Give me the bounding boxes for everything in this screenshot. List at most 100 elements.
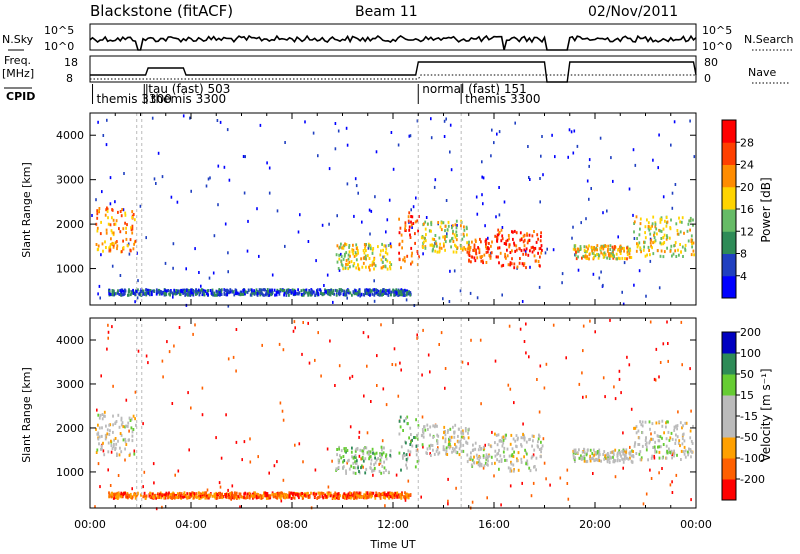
echo-cell <box>416 434 418 437</box>
echo-cell <box>665 224 668 228</box>
scatter-point <box>440 331 443 335</box>
scatter-point <box>650 432 652 436</box>
echo-cell <box>603 450 606 454</box>
echo-cell <box>414 220 417 224</box>
echo-cell <box>653 431 656 435</box>
echo-cell <box>400 233 403 237</box>
echo-cell <box>410 220 412 224</box>
scatter-point <box>449 269 451 273</box>
echo-cell <box>343 459 346 463</box>
echo-cell <box>279 288 282 292</box>
echo-cell <box>680 458 682 461</box>
scatter-point <box>525 351 527 355</box>
scatter-point <box>294 443 296 447</box>
echo-cell <box>463 436 466 440</box>
scatter-point <box>349 376 351 380</box>
scatter-point <box>326 447 329 451</box>
scatter-point <box>321 223 324 227</box>
echo-cell <box>489 256 492 260</box>
scatter-point <box>649 259 652 263</box>
echo-cell <box>409 233 411 237</box>
echo-cell <box>308 289 311 292</box>
echo-cell <box>317 491 320 495</box>
echo-cell <box>244 290 247 294</box>
scatter-point <box>655 347 658 351</box>
echo-cell <box>178 292 181 296</box>
echo-cell <box>128 453 131 457</box>
scatter-point <box>107 468 109 472</box>
scatter-point <box>168 350 171 354</box>
echo-cell <box>383 446 385 450</box>
echo-cell <box>386 494 389 498</box>
echo-cell <box>676 435 679 439</box>
echo-cell <box>366 491 369 495</box>
colorbar-swatch <box>722 231 736 254</box>
echo-cell <box>396 495 398 499</box>
echo-cell <box>343 447 346 451</box>
scatter-point <box>523 340 526 343</box>
echo-cell <box>120 433 123 437</box>
echo-cell <box>647 458 649 462</box>
echo-cell <box>635 249 638 253</box>
echo-cell <box>391 491 393 495</box>
echo-cell <box>376 289 378 292</box>
scatter-point <box>241 458 243 462</box>
echo-cell <box>238 492 241 496</box>
echo-cell <box>592 457 595 461</box>
scatter-point <box>538 410 541 414</box>
scatter-point <box>513 401 515 405</box>
echo-cell <box>447 224 450 228</box>
scatter-point <box>567 155 569 159</box>
echo-cell <box>112 218 115 222</box>
echo-cell <box>522 436 525 440</box>
echo-cell <box>452 425 454 429</box>
echo-cell <box>117 439 119 443</box>
echo-cell <box>430 223 433 227</box>
echo-cell <box>143 494 146 498</box>
scatter-point <box>334 147 337 151</box>
scatter-point <box>455 486 457 490</box>
echo-cell <box>502 435 505 439</box>
echo-cell <box>135 494 138 498</box>
echo-cell <box>417 424 420 428</box>
echo-cell <box>347 257 350 261</box>
echo-cell <box>122 227 125 231</box>
echo-cell <box>383 255 386 259</box>
scatter-point <box>489 251 492 255</box>
echo-cell <box>436 424 438 428</box>
scatter-point <box>239 505 241 509</box>
echo-cell <box>202 493 205 497</box>
echo-cell <box>117 495 120 499</box>
echo-cell <box>447 429 449 432</box>
echo-cell <box>525 252 527 256</box>
echo-cell <box>464 427 467 430</box>
echo-cell <box>665 444 668 448</box>
echo-cell <box>352 461 355 465</box>
echo-cell <box>108 423 111 427</box>
echo-cell <box>403 290 405 294</box>
echo-cell <box>124 437 127 441</box>
echo-cell <box>464 247 467 251</box>
scatter-point <box>137 349 140 353</box>
echo-cell <box>274 495 277 499</box>
echo-cell <box>541 444 544 448</box>
echo-cell <box>144 497 147 500</box>
scatter-point <box>145 354 148 358</box>
scatter-point <box>500 503 502 507</box>
echo-cell <box>326 491 329 495</box>
echo-cell <box>604 454 607 458</box>
echo-cell <box>679 243 681 246</box>
echo-cell <box>589 448 592 452</box>
echo-cell <box>344 293 346 297</box>
echo-cell <box>184 289 186 293</box>
echo-cell <box>469 455 472 459</box>
echo-cell <box>606 249 609 253</box>
y-tick-label: 2000 <box>56 218 84 231</box>
echo-cell <box>672 252 675 256</box>
echo-cell <box>646 253 648 257</box>
echo-cell <box>462 247 465 251</box>
y-tick-label: 3000 <box>56 174 84 187</box>
echo-cell <box>572 456 575 460</box>
echo-cell <box>425 451 428 455</box>
